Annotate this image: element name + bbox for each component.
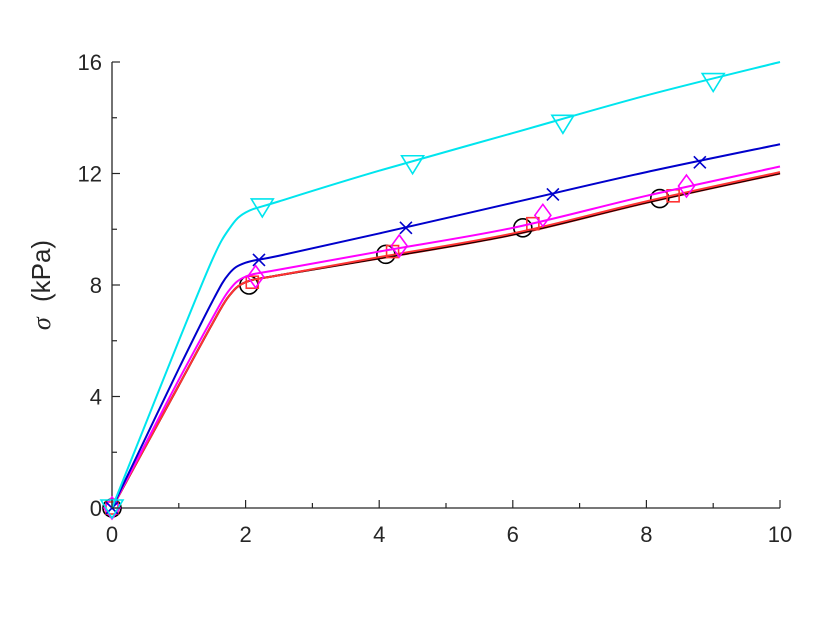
axes [111,62,780,509]
square-marker [526,216,540,231]
triangle-down-marker [700,72,726,94]
x-marker [546,187,560,201]
series-line [111,171,781,509]
series-4 [103,165,781,521]
y-tick-label: 0 [90,496,102,521]
series-line [111,61,781,509]
series-line [111,171,781,509]
series-1 [111,172,781,509]
square-marker [245,275,260,290]
x-marker [399,221,413,235]
triangle-down-marker [400,154,426,176]
diamond-marker [677,173,696,199]
y-axis-symbol: σ [27,316,56,330]
x-tick-label: 6 [507,522,519,547]
series-line [111,172,781,509]
y-tick-label: 8 [90,273,102,298]
y-tick-label: 16 [78,50,102,75]
ticks-layer: 0 2 4 6 8 10 0 4 8 12 16 [78,50,793,547]
triangle-down-marker [249,198,275,219]
series-6 [99,61,781,520]
diamond-marker [390,233,409,259]
series-line [111,143,781,509]
x-tick-label: 8 [640,522,652,547]
y-axis-label: σ (kPa) [26,240,56,330]
y-axis-unit: (kPa) [26,240,56,302]
x-tick-label: 0 [106,522,118,547]
diamond-marker [533,202,552,228]
x-marker [252,253,266,267]
square-marker [385,244,400,259]
y-tick-label: 4 [90,385,102,410]
circle-marker [649,188,670,209]
series-layer [99,61,781,521]
diamond-marker [246,264,265,289]
triangle-down-marker [550,114,576,135]
series-3 [105,171,781,515]
x-tick-label: 10 [768,522,792,547]
x-tick-label: 2 [239,522,251,547]
y-tick-label: 12 [78,162,102,187]
series-2 [102,171,781,518]
x-tick-label: 4 [373,522,385,547]
x-marker [693,155,707,169]
